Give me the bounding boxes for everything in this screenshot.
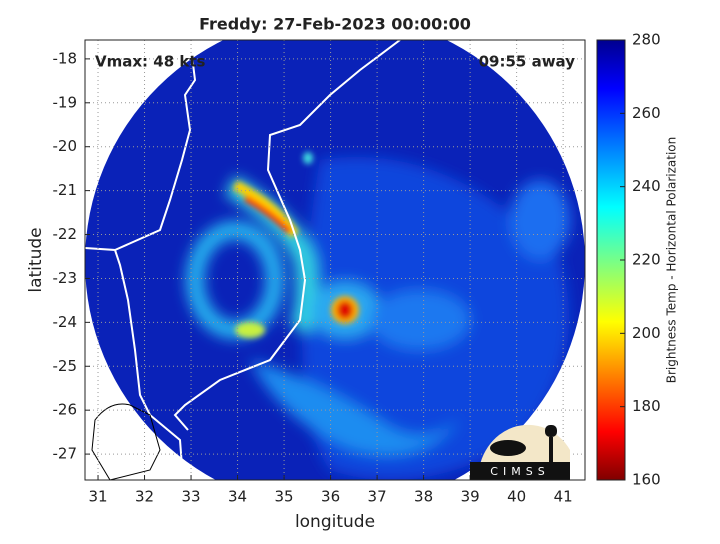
y-tick-label: -18 xyxy=(53,49,78,67)
x-axis-label: longitude xyxy=(295,512,375,532)
y-tick-label: -24 xyxy=(53,313,78,331)
colorbar-tick-label: 220 xyxy=(632,251,661,269)
y-tick-label: -19 xyxy=(53,93,78,111)
x-tick-label: 38 xyxy=(414,488,433,506)
x-tick-label: 39 xyxy=(461,488,480,506)
y-tick-label: -20 xyxy=(53,137,78,155)
annotation: Vmax: 48 kts xyxy=(95,53,205,71)
x-tick-label: 32 xyxy=(135,488,154,506)
colorbar-tick-label: 240 xyxy=(632,177,661,195)
x-tick-label: 33 xyxy=(181,488,200,506)
x-tick-label: 31 xyxy=(88,488,107,506)
x-tick-label: 41 xyxy=(554,488,573,506)
y-tick-label: -23 xyxy=(53,269,78,287)
colorbar-label: Brightness Temp - Horizontal Polarizatio… xyxy=(665,137,679,384)
x-tick-label: 34 xyxy=(228,488,247,506)
x-tick-label: 37 xyxy=(368,488,387,506)
x-tick-label: 35 xyxy=(275,488,294,506)
plot-frame xyxy=(84,39,586,481)
chart-title: Freddy: 27-Feb-2023 00:00:00 xyxy=(199,15,471,34)
y-tick-label: -25 xyxy=(53,357,78,375)
annotation: 09:55 away xyxy=(479,53,576,71)
x-tick-label: 36 xyxy=(321,488,340,506)
logo: CIMSS xyxy=(470,424,570,480)
colorbar-tick-label: 160 xyxy=(632,471,661,489)
colorbar-tick-label: 180 xyxy=(632,397,661,415)
y-tick-label: -21 xyxy=(53,181,78,199)
x-tick-label: 40 xyxy=(507,488,526,506)
colorbar-tick-label: 280 xyxy=(632,31,661,49)
y-tick-label: -27 xyxy=(53,445,78,463)
y-tick-label: -22 xyxy=(53,225,78,243)
satellite-image xyxy=(85,40,585,480)
y-axis-label: latitude xyxy=(26,227,46,292)
y-tick-label: -26 xyxy=(53,401,78,419)
logo-text: CIMSS xyxy=(490,465,549,478)
colorbar-tick-label: 260 xyxy=(632,104,661,122)
colorbar-tick-label: 200 xyxy=(632,324,661,342)
